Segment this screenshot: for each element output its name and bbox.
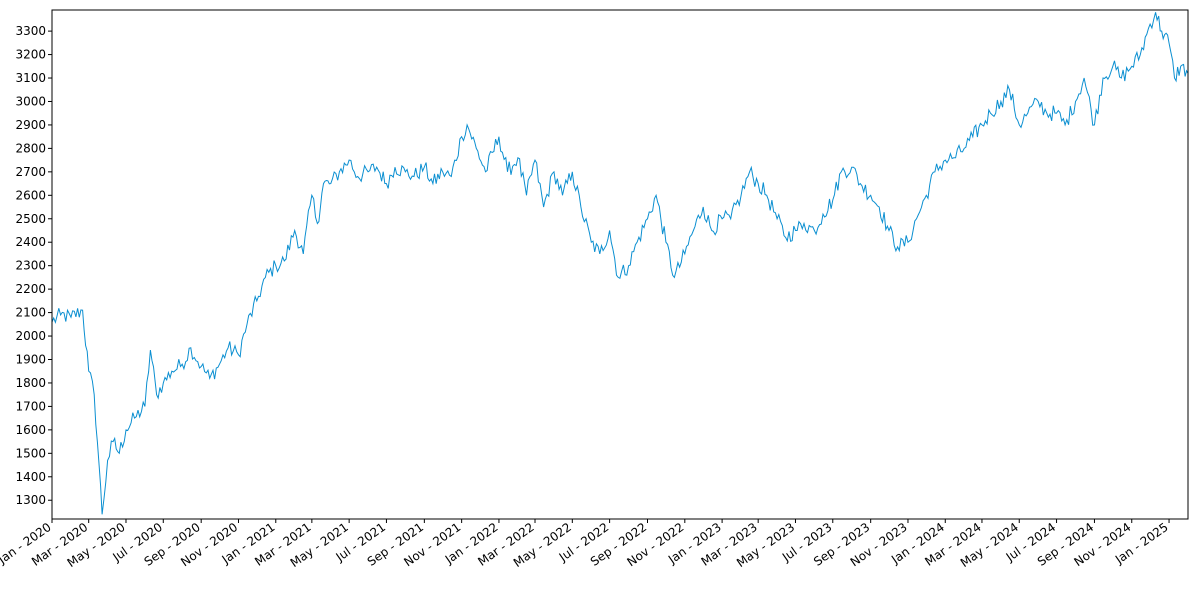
y-tick-label: 2900 — [15, 118, 46, 132]
y-tick-label: 1800 — [15, 376, 46, 390]
y-tick-label: 2800 — [15, 141, 46, 155]
y-tick-label: 2100 — [15, 306, 46, 320]
y-tick-label: 1500 — [15, 446, 46, 460]
y-tick-label: 1300 — [15, 493, 46, 507]
y-tick-label: 2600 — [15, 188, 46, 202]
y-tick-label: 1900 — [15, 352, 46, 366]
y-tick-label: 2400 — [15, 235, 46, 249]
y-tick-label: 2000 — [15, 329, 46, 343]
y-tick-label: 3200 — [15, 48, 46, 62]
plot-frame — [51, 9, 1189, 520]
y-tick-label: 2700 — [15, 165, 46, 179]
y-tick-label: 1400 — [15, 470, 46, 484]
y-tick-label: 1700 — [15, 399, 46, 413]
y-tick-label: 2200 — [15, 282, 46, 296]
y-tick-label: 2500 — [15, 212, 46, 226]
y-tick-label: 3100 — [15, 71, 46, 85]
y-tick-label: 2300 — [15, 259, 46, 273]
y-axis: 1300 1400 1500 1600 1700 1800 1900 2000 2100 2200… — [15, 24, 52, 507]
y-tick-label: 3000 — [15, 94, 46, 108]
y-tick-label: 1600 — [15, 423, 46, 437]
series-line — [51, 12, 1189, 515]
y-tick-label: 3300 — [15, 24, 46, 38]
